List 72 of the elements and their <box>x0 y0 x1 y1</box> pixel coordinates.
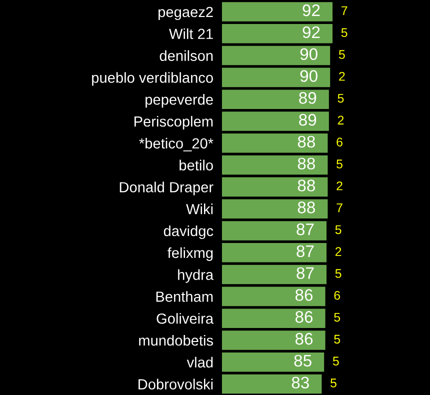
data-label: 87 <box>296 245 314 258</box>
y-tick-label: Wiki <box>186 204 213 214</box>
data-label: 87 <box>296 223 314 236</box>
y-tick-label: *betico_20* <box>139 138 214 152</box>
annotation: 5 <box>341 28 348 37</box>
bar <box>222 112 329 131</box>
annotation: 5 <box>334 334 340 344</box>
annotation: 2 <box>339 72 345 81</box>
data-label: 89 <box>299 114 316 126</box>
data-label: 88 <box>298 180 315 192</box>
annotation: 5 <box>335 269 342 278</box>
bar <box>222 177 328 197</box>
bar <box>222 352 324 372</box>
data-label: 90 <box>300 70 318 82</box>
bar <box>222 68 330 88</box>
bar <box>222 221 327 240</box>
y-tick-label: felixmg <box>168 247 213 261</box>
data-label: 92 <box>302 4 320 16</box>
data-label: 88 <box>298 136 315 148</box>
y-tick-label: pegaez2 <box>158 6 213 20</box>
annotation: 5 <box>336 160 342 168</box>
data-label: 88 <box>298 202 315 214</box>
annotation: 2 <box>338 116 344 124</box>
y-tick-label: Donald Draper <box>120 182 214 196</box>
data-label: 86 <box>295 289 313 301</box>
bar <box>222 199 328 218</box>
annotation: 2 <box>336 181 342 190</box>
annotation: 6 <box>334 290 340 300</box>
data-label: 89 <box>299 92 316 104</box>
bar <box>222 243 327 262</box>
bar <box>222 46 330 66</box>
y-tick-label: Wilt 21 <box>169 28 213 40</box>
y-tick-label: denilson <box>160 50 213 61</box>
y-tick-label: Periscoplem <box>134 116 213 130</box>
annotation: 5 <box>338 50 345 59</box>
data-label: 85 <box>294 354 312 367</box>
y-tick-label: betilo <box>180 160 213 170</box>
y-tick-label: vlad <box>186 356 213 368</box>
data-label: 92 <box>302 26 320 38</box>
bar <box>222 2 333 22</box>
bar <box>222 374 322 394</box>
annotation: 7 <box>336 203 342 212</box>
bar <box>222 134 328 153</box>
annotation: 6 <box>336 138 342 146</box>
annotation: 5 <box>338 94 344 103</box>
bar <box>222 90 329 109</box>
data-label: 87 <box>296 267 314 280</box>
annotation: 5 <box>332 356 339 366</box>
annotation: 2 <box>335 247 342 256</box>
y-tick-label: Goliveira <box>156 313 214 324</box>
y-tick-label: pueblo verdiblanco <box>92 72 213 86</box>
annotation: 5 <box>334 312 340 322</box>
bar <box>222 308 326 328</box>
data-label: 86 <box>295 332 313 345</box>
bar <box>222 24 333 44</box>
data-label: 88 <box>298 158 315 170</box>
data-label: 83 <box>292 376 309 389</box>
bar <box>222 155 328 175</box>
annotation: 5 <box>330 378 336 388</box>
y-tick-label: Dobrovolski <box>138 378 213 390</box>
data-label: 86 <box>295 311 313 323</box>
y-tick-label: pepeverde <box>146 94 213 108</box>
bar <box>222 264 327 284</box>
data-label: 90 <box>300 48 318 60</box>
y-tick-label: hydra <box>178 269 214 283</box>
bar <box>222 330 326 350</box>
annotation: 5 <box>335 225 342 234</box>
y-tick-label: davidgc <box>164 225 214 240</box>
annotation: 7 <box>341 6 348 15</box>
y-tick-label: mundobetis <box>139 334 214 346</box>
y-tick-label: Bentham <box>156 291 213 302</box>
bar <box>222 286 326 306</box>
